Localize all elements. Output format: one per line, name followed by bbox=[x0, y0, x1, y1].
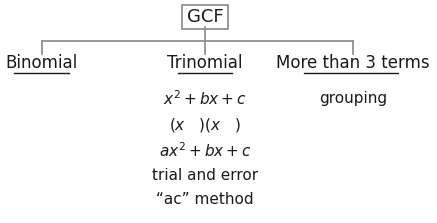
Text: More than 3 terms: More than 3 terms bbox=[276, 54, 430, 72]
Text: $x^2 + bx + c$: $x^2 + bx + c$ bbox=[163, 89, 247, 108]
Text: trial and error: trial and error bbox=[152, 168, 258, 183]
Text: GCF: GCF bbox=[187, 8, 223, 26]
Text: Trinomial: Trinomial bbox=[167, 54, 243, 72]
Text: Binomial: Binomial bbox=[5, 54, 78, 72]
Text: “ac” method: “ac” method bbox=[156, 192, 254, 207]
Text: $ax^2 + bx + c$: $ax^2 + bx + c$ bbox=[159, 142, 251, 161]
FancyBboxPatch shape bbox=[182, 5, 228, 29]
Text: grouping: grouping bbox=[319, 91, 387, 106]
Text: $(x\quad)(x\quad)$: $(x\quad)(x\quad)$ bbox=[169, 116, 241, 134]
